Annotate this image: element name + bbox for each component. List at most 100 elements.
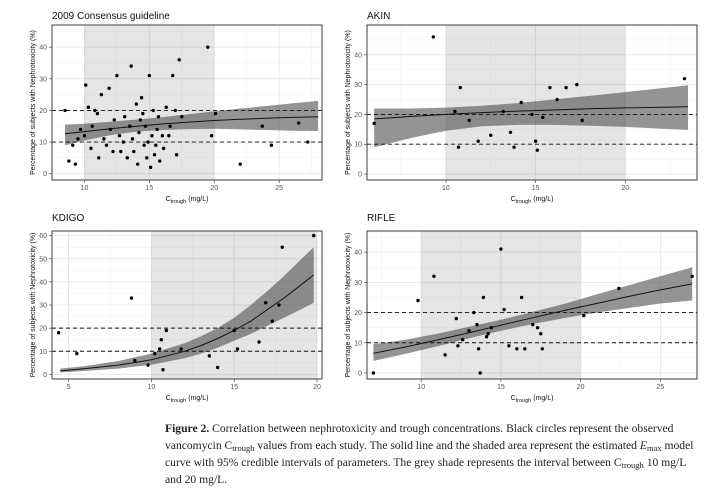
observed-point [129,296,134,300]
chart-panel-akin: AKIN 10 15 20 0 10 20 30 40 Ctrough (mg/L) Percent… [345,11,698,205]
observed-point [486,331,490,336]
plot-area [51,24,323,181]
observed-point [104,143,109,147]
observed-point [95,111,100,116]
y-tick-label: 60 [39,233,47,240]
observed-point [125,156,129,160]
target-interval-shade [84,25,215,180]
y-tick-label: 20 [354,112,362,119]
x-axis-label-main: C [511,196,516,203]
y-axis-label: Percentage of subjects with Nephrotoxici… [345,30,352,175]
observed-point [682,76,687,81]
y-tick-label: 0 [43,171,47,178]
observed-point [164,328,168,333]
x-axis-label-unit: (mg/L) [186,395,208,402]
x-axis-label: Ctrough (mg/L) [511,395,554,404]
observed-point [160,134,165,138]
x-axis-label: Ctrough (mg/L) [166,395,209,404]
observed-point [147,73,152,78]
plot-frame [51,24,323,181]
observed-point [161,368,165,372]
observed-point [97,156,101,160]
observed-point [179,347,183,351]
observed-point [146,363,150,367]
observed-point [145,156,149,160]
observed-point [690,274,694,279]
observed-point [475,322,479,327]
observed-point [108,127,113,132]
x-tick-label: 20 [313,384,321,391]
caption-label: Figure 2. [165,422,210,435]
observed-point [171,73,175,78]
observed-point [173,108,178,113]
x-tick-label: 15 [532,185,540,192]
observed-point [89,146,93,151]
observed-point [115,73,119,78]
observed-point [112,118,117,122]
observed-point [443,353,447,357]
x-axis-label: Ctrough (mg/L) [166,196,209,205]
observed-point [519,295,524,300]
observed-point [454,316,458,321]
observed-point [73,162,78,166]
observed-point [63,108,67,113]
observed-point [138,118,142,122]
observed-point [432,274,436,279]
y-axis-label: Percentage of subjects with Nephrotoxici… [345,233,352,378]
x-tick-label: 15 [145,185,153,192]
x-tick-label: 25 [275,185,283,192]
y-tick-label: 40 [354,250,362,257]
y-tick-label: 50 [39,256,47,263]
observed-point [530,112,534,117]
observed-point [152,351,157,356]
chart-panel-consensus: 2009 Consensus guideline 10 15 20 25 0 10 20 30 4… [30,11,323,205]
y-tick-label: 20 [39,108,47,115]
x-tick-label: 25 [656,384,664,391]
caption-segment: E [639,439,647,452]
observed-point [535,325,540,330]
observed-point [71,143,75,147]
x-tick-label: 20 [210,185,218,192]
y-tick-label: 40 [354,52,362,59]
x-tick-label: 10 [147,384,155,391]
x-axis-label: Ctrough (mg/L) [511,196,554,205]
x-axis-label-unit: (mg/L) [186,196,208,203]
observed-point [180,115,184,119]
observed-point [238,162,242,166]
observed-point [372,121,376,126]
observed-point [235,347,240,351]
y-tick-label: 10 [39,349,47,356]
observed-point [157,347,162,351]
observed-point [150,134,154,138]
observed-point [134,102,139,106]
caption-segment: Correlation between nephrotoxicity and t… [165,422,674,452]
y-axis-label: Percentage of subjects with Nephrotoxici… [30,233,37,378]
x-axis-label-sub: trough [171,199,187,205]
y-tick-label: 30 [354,280,362,287]
observed-point [539,331,543,336]
panel-title: KDIGO [52,213,84,224]
observed-point [132,149,136,154]
observed-point [257,340,261,344]
emax-model-curve [374,106,689,120]
observed-point [617,286,621,291]
observed-point [93,108,97,113]
observed-point [209,134,214,138]
y-tick-label: 20 [39,326,47,333]
observed-point [146,140,150,144]
observed-point [155,127,159,132]
observed-point [107,86,111,90]
y-tick-label: 10 [39,140,47,147]
y-tick-label: 0 [43,372,47,379]
observed-point [151,108,155,113]
observed-point [476,139,480,143]
observed-point [431,35,436,39]
caption-segment: trough [621,460,644,470]
observed-point [167,134,171,138]
credible-interval-band [374,85,688,148]
x-tick-label: 5 [67,384,71,391]
observed-point [575,82,579,87]
observed-point [270,319,275,323]
panel-title: RIFLE [367,213,396,224]
observed-point [177,58,181,62]
